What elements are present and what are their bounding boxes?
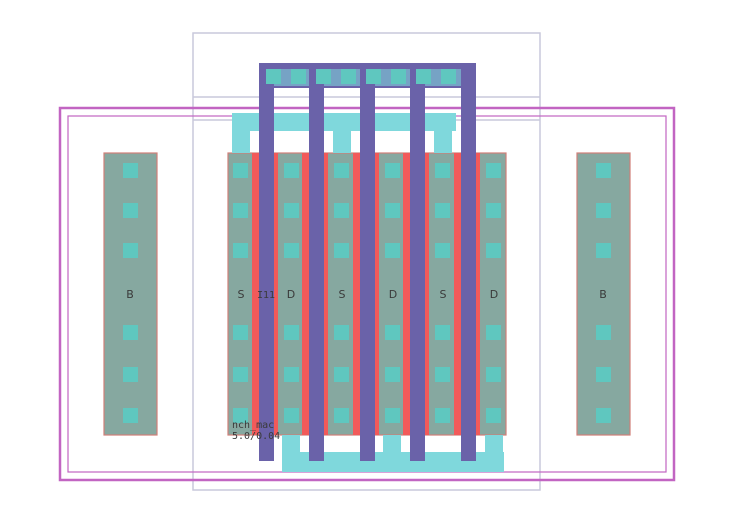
metal2-gate-straps xyxy=(259,63,476,461)
gate-bus-vias xyxy=(266,69,456,84)
cell-boundary xyxy=(192,32,541,491)
sd-column-1 xyxy=(233,163,248,423)
instance-label: I11 xyxy=(257,290,275,301)
cell-name-label: nch_mac xyxy=(232,420,274,431)
sd-column-4 xyxy=(385,163,400,423)
finger-label-4: D xyxy=(389,288,397,301)
body-label-right: B xyxy=(599,288,607,301)
sd-column-3 xyxy=(334,163,349,423)
body-tap-left: B xyxy=(103,152,158,436)
cell-size-label: 5.0/0.04 xyxy=(232,431,280,442)
finger-label-3: S xyxy=(339,288,346,301)
metal1-drain-strap xyxy=(282,435,504,472)
finger-label-2: D xyxy=(287,288,295,301)
finger-labels: S D S D S D xyxy=(238,288,499,301)
finger-label-5: S xyxy=(440,288,447,301)
metal1-source-strap xyxy=(232,113,456,153)
sd-column-2 xyxy=(284,163,299,423)
finger-label-6: D xyxy=(490,288,498,301)
body-tap-right: B xyxy=(576,152,631,436)
sd-column-6 xyxy=(486,163,501,423)
diffusion-contacts xyxy=(233,163,501,423)
finger-label-1: S xyxy=(238,288,245,301)
sd-column-5 xyxy=(435,163,450,423)
body-label-left: B xyxy=(126,288,134,301)
